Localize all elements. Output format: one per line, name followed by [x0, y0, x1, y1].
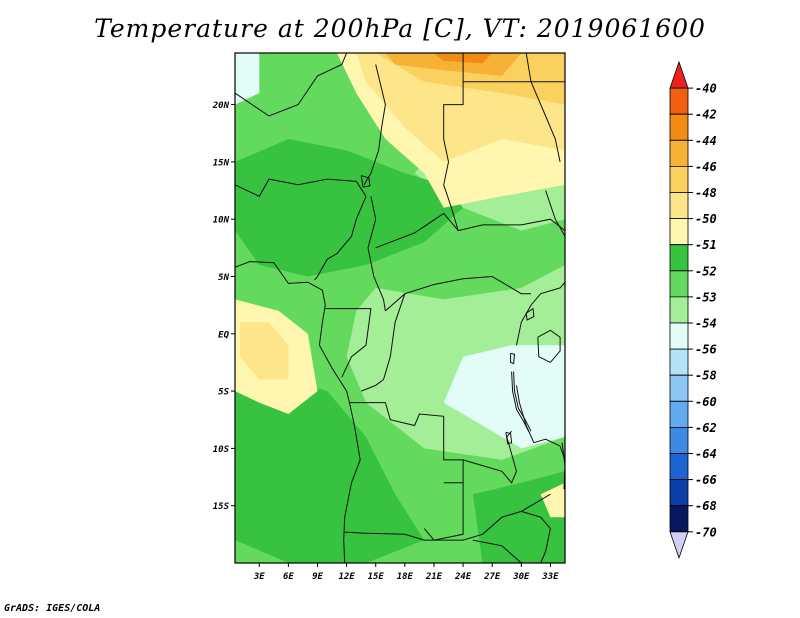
y-tick-label: 5N: [218, 273, 229, 283]
colorbar-swatch: [669, 505, 689, 533]
colorbar-swatch: [669, 139, 689, 167]
grads-credit: GrADS: IGES/COLA: [4, 603, 101, 614]
zone-warm-guinea-2: [239, 322, 289, 380]
colorbar-label: -48: [695, 186, 717, 200]
y-tick-label: EQ: [218, 330, 229, 340]
colorbar-swatch: [669, 87, 689, 115]
river-nile-north: [525, 53, 561, 163]
colorbar: -40 -42 -44 -46 -48 -50 -51 -52 -53 -54 -56 -58 -60 -…: [669, 60, 717, 560]
border-tanzania-west: [516, 385, 565, 461]
x-tick-label: 21E: [425, 572, 443, 582]
zone-cold-lakes: [443, 345, 565, 449]
zone-dark-green-sahel: [235, 139, 464, 277]
colorbar-swatch: [669, 192, 689, 219]
colorbar-label: -58: [695, 369, 717, 383]
border-uganda-kenya: [516, 281, 565, 346]
border-ethiopia: [545, 190, 565, 237]
coastline-west-africa: [235, 261, 361, 563]
y-tick-label: 15N: [213, 158, 230, 168]
colorbar-label: -56: [695, 343, 717, 357]
colorbar-label: -40: [695, 82, 717, 96]
border-sudan-southsudan: [458, 218, 565, 232]
colorbar-swatch: [669, 270, 689, 298]
colorbar-swatch: [669, 113, 689, 141]
border-congo-drc: [361, 293, 406, 392]
colorbar-label: -52: [695, 264, 717, 278]
border-zimbabwe: [472, 539, 541, 563]
border-mozambique: [521, 510, 551, 563]
x-tick-label: 12E: [338, 572, 355, 582]
x-tick-label: 27E: [483, 572, 501, 582]
colorbar-swatch: [669, 479, 689, 507]
border-drc-angola: [349, 402, 464, 483]
lake-kivu: [510, 352, 516, 365]
border-algeria-libya: [235, 53, 348, 117]
colorbar-label: -66: [695, 473, 717, 487]
colorbar-swatch: [669, 166, 689, 193]
border-angola-zambia: [423, 482, 464, 541]
colorbar-swatch: [669, 348, 689, 376]
border-niger-chad: [363, 64, 386, 186]
border-car-south: [385, 275, 531, 312]
x-tick-label: 18E: [397, 572, 414, 582]
x-tick-label: 24E: [454, 572, 472, 582]
colorbar-swatch: [669, 427, 689, 454]
border-cameroon-car: [367, 196, 386, 311]
x-tick-label: 15E: [368, 572, 385, 582]
y-tick-label: 10N: [213, 216, 230, 226]
x-axis: 3E 6E 9E 12E 15E 18E 21E 24E 27E 30E 33E: [253, 563, 559, 582]
x-tick-label: 33E: [541, 572, 559, 582]
colorbar-label: -46: [695, 160, 717, 174]
border-zambia-south: [434, 493, 551, 541]
x-tick-label: 9E: [312, 572, 323, 582]
colorbar-label: -42: [695, 108, 717, 122]
border-nigeria-cameroon: [314, 196, 367, 281]
colorbar-label: -44: [695, 134, 717, 148]
colorbar-label: -62: [695, 421, 717, 435]
colorbar-label: -64: [695, 447, 717, 461]
y-tick-label: 15S: [213, 502, 230, 512]
chart-title: Temperature at 200hPa [C], VT: 201906160…: [94, 14, 706, 43]
border-angola-namibia: [344, 531, 434, 541]
border-gabon-congo: [325, 308, 372, 378]
border-nigeria-north: [235, 178, 367, 197]
colorbar-swatch: [669, 296, 689, 324]
colorbar-label: -54: [695, 317, 717, 331]
zone-cold-northwest: [235, 53, 260, 105]
lake-chad: [360, 175, 371, 188]
colorbar-swatch: [669, 244, 689, 272]
border-libya-sudan: [443, 53, 464, 139]
border-car-north: [375, 212, 459, 249]
zone-warm-sahara-4: [385, 53, 522, 76]
colorbar-label: -53: [695, 290, 717, 304]
colorbar-swatch: [669, 322, 689, 350]
colorbar-label: -68: [695, 499, 717, 513]
lake-tanganyika-east: [513, 371, 532, 432]
colorbar-label: -70: [695, 525, 717, 539]
colorbar-label: -50: [695, 212, 717, 226]
colorbar-swatch: [669, 218, 689, 246]
x-tick-label: 30E: [512, 572, 530, 582]
lake-tanganyika-west: [511, 371, 530, 433]
colorbar-label: -51: [695, 238, 717, 252]
colorbar-swatch: [669, 531, 689, 560]
colorbar-swatch: [669, 374, 689, 402]
border-chad-sudan: [443, 138, 459, 231]
colorbar-swatch: [669, 453, 689, 480]
y-tick-label: 10S: [213, 445, 230, 455]
lake-victoria: [537, 329, 561, 364]
y-tick-label: 20N: [212, 101, 230, 111]
plot-frame: [234, 52, 566, 564]
y-tick-label: 5S: [218, 388, 229, 398]
lake-mweru: [505, 431, 513, 445]
colorbar-swatch: [669, 60, 689, 89]
colorbar-swatch: [669, 400, 689, 428]
lake-albert: [525, 307, 535, 321]
x-tick-label: 3E: [253, 572, 265, 582]
zone-warm-southeast: [540, 482, 565, 518]
colorbar-label: -60: [695, 395, 717, 409]
y-axis: 20N 15N 10N 5N EQ 5S 10S 15S: [212, 101, 235, 512]
x-tick-label: 6E: [283, 572, 294, 582]
